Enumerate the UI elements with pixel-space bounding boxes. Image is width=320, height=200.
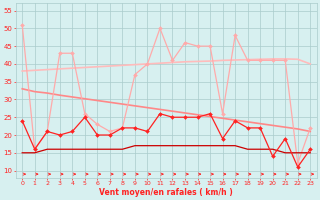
X-axis label: Vent moyen/en rafales ( km/h ): Vent moyen/en rafales ( km/h ) (100, 188, 233, 197)
